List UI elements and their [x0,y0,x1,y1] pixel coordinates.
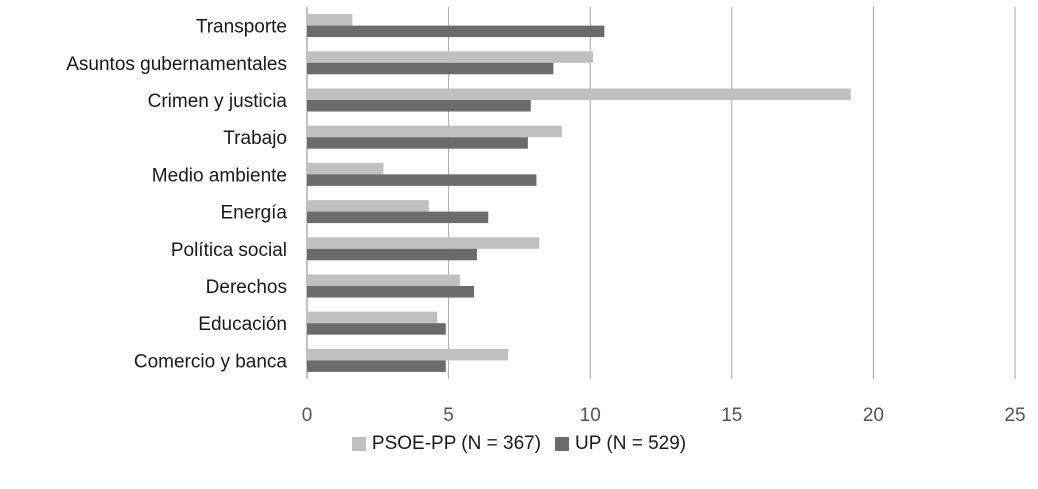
category-labels: Transporte Asuntos gubernamentales Crimen … [66,17,287,373]
bar-up-transporte [307,25,605,38]
bar-psoe-pp-derechos [307,274,460,286]
bar-psoe-pp-medio-ambiente [307,162,384,175]
category-label-asuntos-gubernamentales: Asuntos gubernamentales [66,54,287,75]
bar-psoe-pp-energia [307,200,429,212]
bar-psoe-pp-trabajo [307,125,562,138]
bar-psoe-pp-crimen-y-justicia [307,88,851,100]
bar-up-crimen-y-justicia [307,100,531,112]
category-label-politica-social: Política social [171,240,287,261]
x-tick-labels: 0 5 10 15 20 25 [302,405,1026,426]
category-label-trabajo: Trabajo [223,128,287,149]
bar-psoe-pp-asuntos-gubernamentales [307,51,594,63]
bar-up-derechos [307,286,475,298]
category-label-educacion: Educación [198,314,287,335]
x-tick-label-15: 15 [721,405,742,426]
legend-item-up: UP (N = 529) [555,433,686,455]
bar-psoe-pp-comercio-y-banca [307,348,509,361]
category-label-crimen-y-justicia: Crimen y justicia [148,91,288,112]
legend-swatch-psoe-pp [351,437,366,451]
x-tick-label-5: 5 [443,405,454,426]
legend-label-up: UP (N = 529) [575,433,687,454]
bar-up-energia [307,211,489,224]
bar-psoe-pp-transporte [307,14,353,26]
bar-up-educacion [307,323,446,335]
bar-psoe-pp-educacion [307,311,438,324]
bar-psoe-pp-politica-social [307,237,540,249]
bar-up-asuntos-gubernamentales [307,62,554,75]
x-tick-label-10: 10 [580,405,601,426]
bars [307,14,851,372]
legend-item-psoe-pp: PSOE-PP (N = 367) [351,433,542,455]
category-label-derechos: Derechos [206,277,287,298]
legend-swatch-up [555,437,570,451]
bar-up-medio-ambiente [307,174,537,186]
bar-up-politica-social [307,248,477,261]
category-label-comercio-y-banca: Comercio y banca [134,351,288,372]
legend: PSOE-PP (N = 367) UP (N = 529) [0,432,1038,456]
category-label-transporte: Transporte [196,17,287,38]
category-label-energia: Energía [220,203,287,224]
bar-up-trabajo [307,137,528,149]
legend-label-psoe-pp: PSOE-PP (N = 367) [371,433,542,454]
x-tick-label-20: 20 [863,405,884,426]
category-label-medio-ambiente: Medio ambiente [152,165,287,186]
bar-up-comercio-y-banca [307,360,446,372]
x-tick-label-25: 25 [1004,405,1025,426]
x-tick-label-0: 0 [302,405,313,426]
